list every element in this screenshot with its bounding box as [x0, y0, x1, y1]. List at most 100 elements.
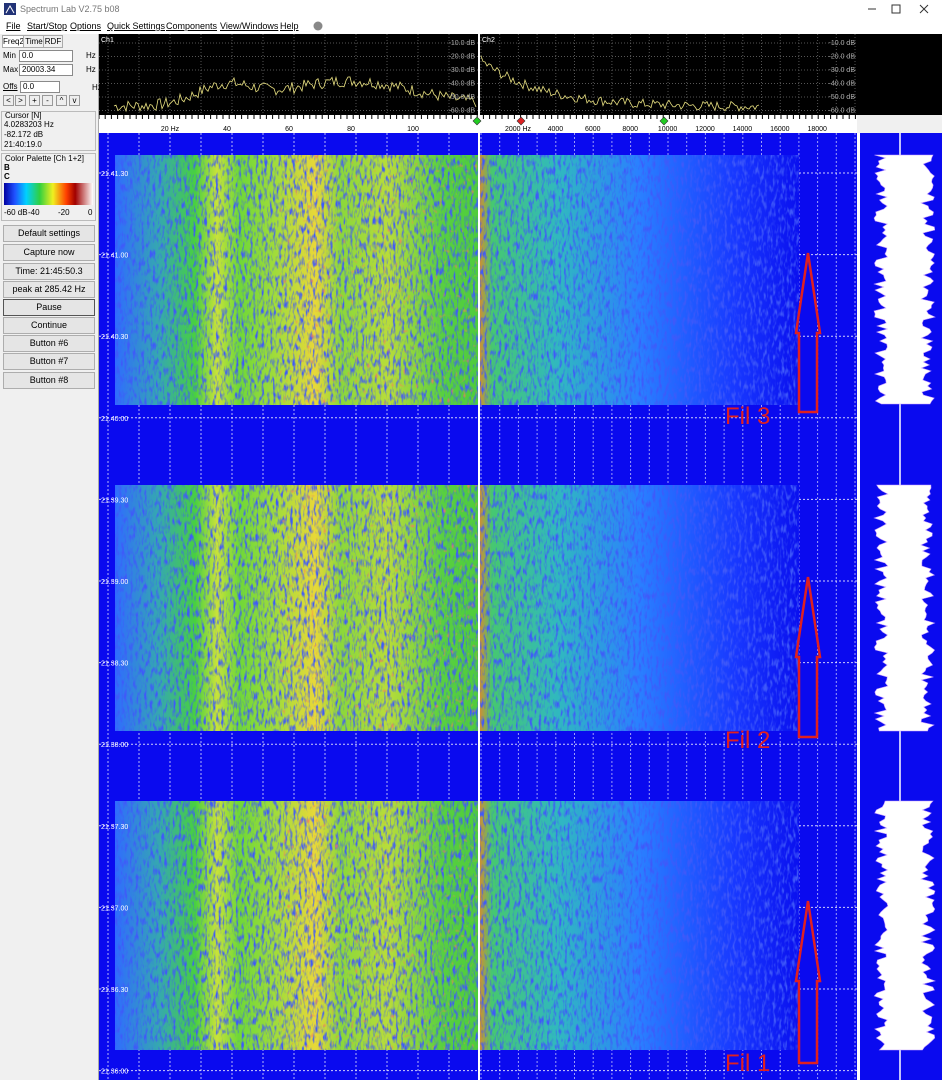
time-label: 21.37.30 [101, 824, 128, 831]
db-label: -10.0 dB [829, 40, 856, 47]
menu-bar: File Start/Stop Options Quick Settings Compo… [0, 18, 942, 34]
db-label: -20.0 dB [829, 54, 856, 61]
spectrogram-peaks [279, 485, 479, 731]
menu-item[interactable]: Components [166, 21, 218, 31]
time-label: 21.40.30 [101, 334, 128, 341]
annotation-arrow [794, 252, 822, 414]
annotation-arrow [794, 900, 822, 1065]
db-label: -40.0 dB [449, 81, 476, 88]
button[interactable]: Time: 21:45:50.3 [3, 263, 95, 280]
freq-label: 80 [347, 126, 355, 133]
cursor-readout: 21:40:19.0 [4, 140, 42, 149]
spectrum-trace-ch2 [480, 55, 760, 112]
palette-bar [4, 183, 93, 205]
max-input[interactable]: 20003.34 [19, 64, 73, 76]
palette-scale-label: -40 [28, 208, 40, 217]
button[interactable]: Button #7 [3, 353, 95, 370]
button[interactable]: Continue [3, 317, 95, 334]
marker[interactable] [659, 116, 669, 126]
button[interactable]: peak at 285.42 Hz [3, 281, 95, 298]
db-label: -60.0 dB [449, 108, 476, 115]
menu-item[interactable]: Help [280, 21, 299, 31]
freq-label: 4000 [548, 126, 564, 133]
tab[interactable]: RDF [43, 35, 63, 48]
menu-item[interactable]: Options [70, 21, 102, 31]
window-controls[interactable] [850, 0, 942, 18]
freq-label: 12000 [695, 126, 715, 133]
palette-box [1, 153, 96, 221]
annotation-label: Fil 3 [725, 403, 770, 430]
spectrogram-peaks [279, 801, 479, 1050]
freq-label: 40 [223, 126, 231, 133]
nav-button[interactable]: < [3, 95, 14, 106]
window-title: Spectrum Lab V2.75 b08 [20, 4, 120, 14]
max-label: Max [3, 65, 19, 74]
nav-button[interactable]: v [69, 95, 80, 106]
min-input[interactable]: 0.0 [19, 50, 73, 62]
palette-title: Color Palette [Ch 1+2] [5, 154, 84, 163]
menu-icon[interactable] [313, 21, 323, 31]
unit: Hz [92, 83, 102, 92]
menu-item[interactable]: View/Windows [220, 21, 279, 31]
db-label: -30.0 dB [829, 67, 856, 74]
time-label: 21.40.00 [101, 416, 128, 423]
menu-item[interactable]: Quick Settings [107, 21, 166, 31]
button[interactable]: Button #8 [3, 372, 95, 389]
time-label: 21.38.30 [101, 661, 128, 668]
freq-label: 6000 [585, 126, 601, 133]
nav-button[interactable]: ^ [56, 95, 67, 106]
button[interactable]: Button #6 [3, 335, 95, 352]
nav-button[interactable]: + [29, 95, 40, 106]
time-label: 21.39.30 [101, 497, 128, 504]
channel-label: Ch1 [101, 37, 114, 44]
waveform [873, 484, 936, 732]
palette-scale-label: -20 [58, 208, 70, 217]
freq-label: 60 [285, 126, 293, 133]
unit: Hz [86, 51, 96, 60]
annotation-label: Fil 2 [725, 727, 770, 754]
time-label: 21.41.00 [101, 253, 128, 260]
marker[interactable] [516, 116, 526, 126]
contrast-label: C [4, 172, 10, 181]
tab[interactable]: Freq2 [2, 35, 25, 48]
menu-item[interactable]: Start/Stop [27, 21, 68, 31]
tab[interactable]: Time [23, 35, 45, 48]
db-label: -20.0 dB [449, 54, 476, 61]
button[interactable]: Default settings [3, 225, 95, 242]
cursor-readout: -82.172 dB [4, 130, 44, 139]
left-panel [0, 34, 99, 1080]
spectrogram-noise [479, 801, 799, 1050]
time-label: 21.38.00 [101, 742, 128, 749]
brightness-label: B [4, 163, 10, 172]
marker[interactable] [472, 116, 482, 126]
freq-label: 10000 [658, 126, 678, 133]
palette-scale-label: -60 dB [4, 208, 28, 217]
spectrum-trace-ch1 [113, 75, 477, 113]
min-label: Min [3, 51, 16, 60]
time-label: 21.41.30 [101, 171, 128, 178]
title-bar [0, 0, 942, 18]
nav-button[interactable]: > [15, 95, 26, 106]
nav-button[interactable]: - [42, 95, 53, 106]
waveform [873, 154, 936, 405]
cursor-title: Cursor [N] [5, 111, 42, 120]
waveform [873, 800, 936, 1051]
freq-label: 2000 Hz [505, 126, 532, 133]
button[interactable]: Pause [3, 299, 95, 316]
db-label: -10.0 dB [449, 40, 476, 47]
db-label: -50.0 dB [449, 94, 476, 101]
menu-item[interactable]: File [6, 21, 21, 31]
spectrogram-noise [479, 485, 799, 731]
db-label: -60.0 dB [829, 108, 856, 115]
display: 21.41.30 21.41.00 21.40.30 21.40.00 21.39.30… [99, 34, 942, 1080]
freq-label: 20 Hz [161, 126, 180, 133]
annotation-arrow [794, 576, 822, 739]
freq-label: 100 [407, 126, 419, 133]
db-label: -30.0 dB [449, 67, 476, 74]
button[interactable]: Capture now [3, 244, 95, 261]
freq-label: 16000 [770, 126, 790, 133]
spectrogram-peaks [279, 155, 479, 405]
offs-input[interactable]: 0.0 [20, 81, 60, 93]
unit: Hz [86, 65, 96, 74]
